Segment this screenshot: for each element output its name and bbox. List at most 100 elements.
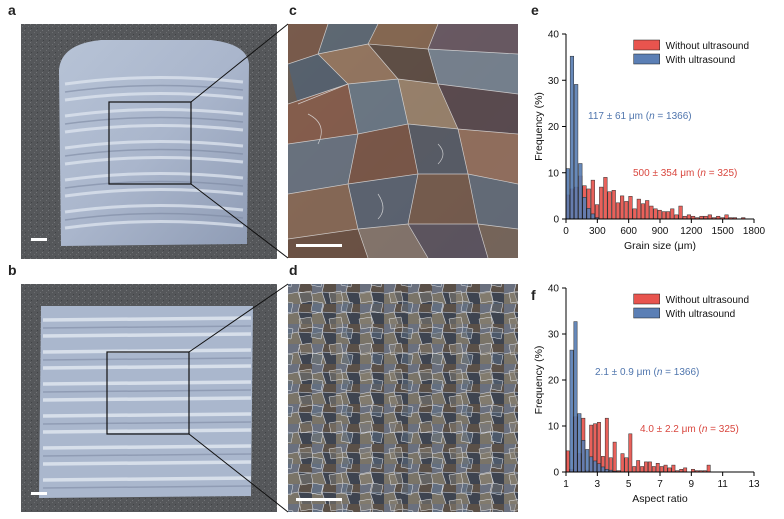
bar [608,457,613,473]
bar [661,211,666,220]
panel-label-f: f [531,287,536,303]
y-tick-label: 20 [548,122,560,133]
bar [645,200,650,220]
bar [590,213,595,220]
bar [666,211,671,220]
x-tick-label: 13 [748,479,760,490]
bar [653,208,658,220]
stat-annotation: 4.0 ± 2.2 μm (n = 325) [640,424,739,435]
y-tick-label: 10 [548,168,560,179]
panel-label-d: d [289,262,298,278]
stat-annotation: 500 ± 354 μm (n = 325) [633,168,737,179]
x-tick-label: 1 [563,479,569,490]
deposit-image-with-ultrasound [21,284,277,512]
scale-bar [296,244,342,247]
bar [628,433,633,473]
bar [659,466,664,473]
legend-entry: With ultrasound [666,309,735,320]
legend-swatch [633,307,660,319]
bar [581,440,586,473]
bar [569,55,575,220]
x-tick-label: 300 [589,226,606,237]
bar [636,198,641,220]
panel-label-b: b [8,262,17,278]
x-tick-label: 11 [717,479,728,490]
bar [649,205,654,220]
bar [657,209,662,220]
bar [601,466,605,473]
bar [615,202,620,220]
bar [628,196,633,220]
bar [593,460,597,473]
y-axis-label: Frequency (%) [533,346,545,415]
x-tick-label: 3 [595,479,601,490]
bar [707,214,712,220]
bar [612,441,617,473]
bar [678,205,683,220]
y-tick-label: 30 [548,76,560,87]
legend-swatch [633,39,660,51]
legend-swatch [633,53,660,65]
bar [640,203,646,220]
bar [644,461,648,473]
x-tick-label: 1200 [680,226,703,237]
stat-annotation: 2.1 ± 0.9 μm (n = 1366) [595,367,699,378]
y-tick-label: 20 [548,376,560,387]
x-tick-label: 7 [657,479,663,490]
bar [577,413,582,473]
bar [632,208,637,220]
y-tick-label: 0 [553,215,559,226]
bar [670,208,675,220]
x-tick-label: 5 [626,479,632,490]
x-tick-label: 1500 [712,226,735,237]
bar [590,179,595,220]
bar [706,464,711,473]
bar [573,321,578,473]
micrograph-coarse-grains [288,24,518,258]
bar [624,457,629,473]
bar [574,84,579,220]
legend-swatch [633,293,660,305]
bar [611,190,616,220]
series-with-ultrasound [565,55,600,220]
bar [585,449,590,473]
legend: Without ultrasound With ultrasound [633,39,749,66]
legend: Without ultrasound With ultrasound [633,293,749,320]
x-axis-label: Grain size (μm) [624,240,696,252]
bar [565,168,570,220]
stat-annotation: 117 ± 61 μm (n = 1366) [588,111,692,122]
bar [599,186,604,220]
bar [663,464,668,473]
bar [655,463,660,473]
micrograph-fine-grains [288,284,518,512]
bar [632,466,637,473]
panel-label-e: e [531,2,539,18]
deposit-image-without-ultrasound [21,24,277,259]
bar [724,214,729,220]
y-tick-label: 30 [548,330,560,341]
panel-label-a: a [8,2,16,18]
bar [624,201,629,220]
scale-bar [296,498,342,501]
x-tick-label: 0 [563,226,569,237]
x-tick-label: 600 [620,226,637,237]
bar [620,453,625,473]
scale-bar [31,492,47,495]
x-axis-label: Aspect ratio [632,493,688,505]
bar [671,464,676,473]
bar [640,466,644,473]
bar [604,417,609,473]
bar [674,214,679,220]
bar [667,467,672,473]
y-axis-label: Frequency (%) [533,92,545,161]
bar [620,195,625,220]
bar [651,466,656,473]
y-tick-label: 0 [553,468,559,479]
bar [603,177,608,220]
bar [594,204,600,220]
legend-entry: Without ultrasound [666,41,749,52]
bar [607,191,612,220]
y-tick-label: 40 [548,30,560,41]
